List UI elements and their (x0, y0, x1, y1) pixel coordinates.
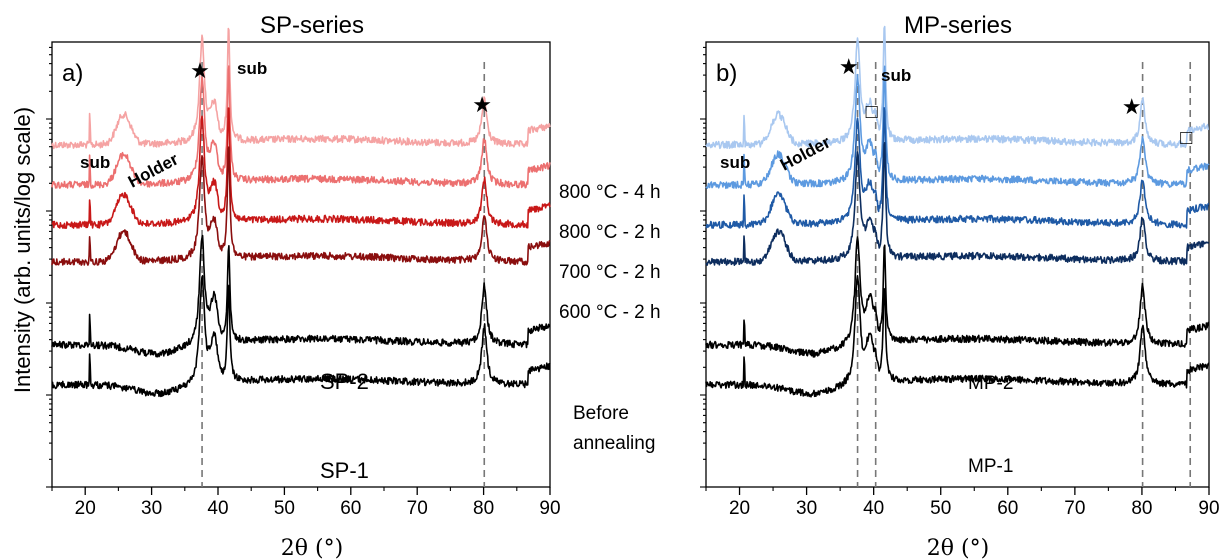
panel-a-x-tick-label-1: 30 (141, 498, 162, 519)
panel-a-series-2 (51, 107, 551, 229)
panel-b-series-3 (705, 142, 1209, 267)
panel-b-x-tick-label-6: 80 (1131, 498, 1152, 519)
panel-b-x-tick-label-5: 70 (1064, 498, 1085, 519)
panel-sp-series: SP-series a) 20 30 40 50 60 70 80 90 ★ ★ sub Hol… (46, 12, 561, 560)
before-annealing-label-line2: annealing (573, 433, 655, 454)
panel-b-annotation-sub-right: sub (881, 66, 911, 85)
panel-b-x-tick-label-7: 90 (1198, 498, 1219, 519)
annealing-condition-labels: 800 °C - 4 h 800 °C - 2 h 700 °C - 2 h 6… (559, 182, 661, 454)
panel-a-label: a) (62, 60, 83, 87)
panel-a-peak-marker-1: ★ (472, 92, 492, 117)
panel-a-x-tick-label-7: 90 (539, 498, 560, 519)
panel-b-x-axis-label: 2θ (°) (927, 536, 989, 560)
panel-b-x-tick-label-0: 20 (729, 498, 750, 519)
panel-b-annotation-sub-left: sub (720, 153, 750, 172)
panel-b-series-label-mp2: MP-2 (968, 373, 1013, 394)
panel-b-series-5 (705, 274, 1210, 398)
panel-b-peak-marker-0: ★ (839, 54, 859, 79)
panel-b-x-tick-label-4: 60 (997, 498, 1018, 519)
panel-a-series-1 (51, 65, 551, 189)
panel-a-title: SP-series (260, 12, 364, 39)
panel-a-series-3 (51, 146, 551, 266)
before-annealing-label-line1: Before (573, 403, 629, 424)
panel-mp-series: MP-series b) 20 30 40 50 60 70 80 90 ★ □ ★ □ sub H… (700, 12, 1220, 560)
panel-a-annotation-holder: Holder (125, 149, 182, 191)
panel-b-title: MP-series (904, 12, 1012, 39)
panel-b-peak-marker-1: □ (866, 101, 878, 123)
panel-a-series-5 (51, 274, 551, 398)
condition-label-700c-2h: 700 °C - 2 h (559, 262, 661, 283)
condition-label-800c-2h: 800 °C - 2 h (559, 222, 661, 243)
panel-b-peak-marker-2: ★ (1122, 94, 1142, 119)
condition-label-600c-2h: 600 °C - 2 h (559, 302, 661, 323)
panel-b-series-4 (705, 236, 1210, 358)
panel-a-series-label-sp1: SP-1 (320, 458, 369, 483)
panel-a-x-tick-label-3: 50 (274, 498, 295, 519)
panel-a-x-axis-label: 2θ (°) (281, 536, 343, 560)
y-axis-label: Intensity (arb. units/log scale) (10, 107, 35, 393)
panel-a-x-tick-label-5: 70 (407, 498, 428, 519)
panel-b-series-label-mp1: MP-1 (968, 456, 1013, 477)
panel-b-x-tick-label-3: 50 (930, 498, 951, 519)
panel-a-series-label-sp2: SP-2 (320, 369, 369, 394)
panel-b-label: b) (716, 60, 737, 87)
panel-b-x-tick-label-2: 40 (863, 498, 884, 519)
panel-a-peak-marker-0: ★ (190, 58, 210, 83)
panel-a-x-tick-label-4: 60 (340, 498, 361, 519)
panel-a-x-tick-label-6: 80 (473, 498, 494, 519)
panel-a-annotation-sub-left: sub (80, 153, 110, 172)
panel-a-series-4 (51, 234, 551, 358)
panel-b-series-2 (705, 107, 1210, 229)
panel-a-x-tick-label-0: 20 (75, 498, 96, 519)
panel-b-series-1 (705, 65, 1210, 190)
panel-b-peak-marker-3: □ (1180, 127, 1192, 149)
panel-a-annotation-sub-right: sub (237, 59, 267, 78)
panel-a-series-0 (51, 27, 551, 150)
panel-b-x-tick-label-1: 30 (796, 498, 817, 519)
panel-b-annotation-holder: Holder (777, 132, 834, 174)
panel-b-series-0 (705, 25, 1209, 150)
condition-label-800c-4h: 800 °C - 4 h (559, 182, 661, 203)
panel-a-x-tick-label-2: 40 (207, 498, 228, 519)
